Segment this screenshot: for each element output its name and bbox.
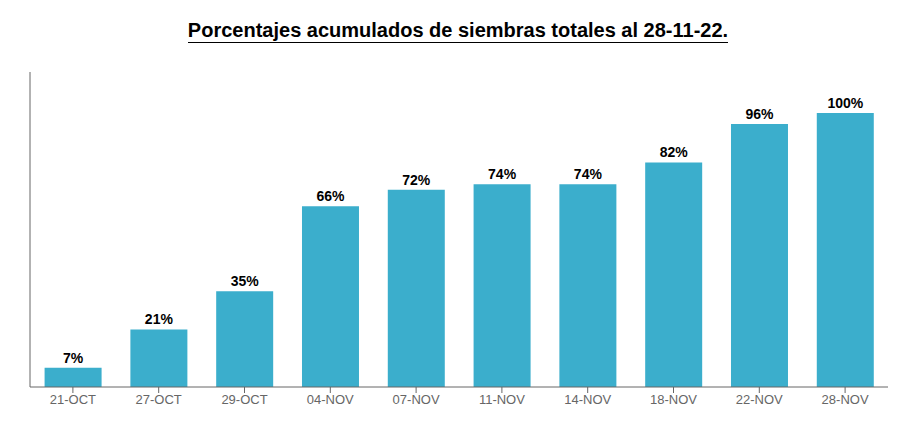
- html-text:Porcentajes acumulados de siem: Porcentajes acumulados de siembras total…: [187, 18, 729, 41]
- svg-text:14-NOV: 14-NOV: [564, 392, 611, 407]
- svg-text:04-NOV: 04-NOV: [307, 392, 354, 407]
- svg-text:96%: 96%: [745, 106, 774, 122]
- svg-text:35%: 35%: [231, 273, 260, 289]
- svg-text:7%: 7%: [63, 350, 84, 366]
- svg-text:21-OCT: 21-OCT: [50, 392, 96, 407]
- svg-text:74%: 74%: [488, 166, 517, 182]
- svg-text:21%: 21%: [145, 311, 174, 327]
- svg-text:28-NOV: 28-NOV: [822, 392, 869, 407]
- svg-text:100%: 100%: [827, 95, 863, 111]
- svg-text:66%: 66%: [316, 188, 345, 204]
- svg-text:82%: 82%: [660, 144, 689, 160]
- svg-text:29-OCT: 29-OCT: [221, 392, 267, 407]
- svg-text:18-NOV: 18-NOV: [650, 392, 697, 407]
- svg-text:72%: 72%: [402, 172, 431, 188]
- svg-text:74%: 74%: [574, 166, 603, 182]
- svg-text:27-OCT: 27-OCT: [136, 392, 182, 407]
- svg-text:07-NOV: 07-NOV: [393, 392, 440, 407]
- svg-text:22-NOV: 22-NOV: [736, 392, 783, 407]
- svg-text:11-NOV: 11-NOV: [479, 392, 525, 407]
